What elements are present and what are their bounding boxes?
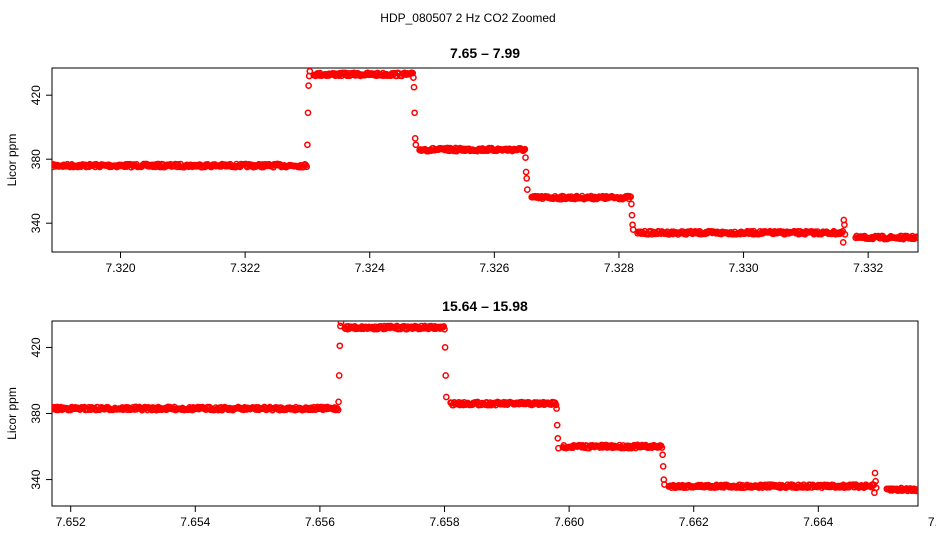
page-title: HDP_080507 2 Hz CO2 Zoomed [380, 11, 555, 25]
panel-title: 7.65 – 7.99 [450, 45, 520, 61]
data-point [335, 372, 343, 379]
data-point [841, 231, 849, 238]
panel-1: 7.65 – 7.99 Licor ppm 7.320 7.322 7.324 7.326… [5, 45, 919, 275]
data-point [522, 168, 530, 176]
y-axis-label: Licor ppm [5, 134, 19, 187]
data-point [914, 234, 918, 242]
data-points [52, 321, 918, 497]
x-tick-label: 7.322 [230, 261, 260, 275]
data-point [627, 193, 635, 201]
data-point [555, 444, 562, 452]
panel-title: 15.64 – 15.98 [442, 298, 528, 314]
data-point [410, 83, 418, 91]
data-point [554, 434, 562, 442]
data-point [304, 109, 312, 117]
x-tick-label: 7.652 [56, 515, 86, 529]
plot-frame [51, 67, 919, 253]
data-point [442, 393, 450, 401]
data-point [913, 487, 918, 495]
x-tick-label: 7.666 [928, 515, 936, 529]
data-point [441, 344, 449, 351]
data-point [336, 342, 344, 350]
data-point [334, 406, 342, 414]
data-point [658, 444, 666, 451]
y-tick-label: 340 [29, 213, 43, 233]
data-point [304, 141, 311, 149]
data-point [337, 322, 344, 330]
data-point [442, 372, 450, 379]
data-point [552, 401, 560, 409]
x-tick-label: 7.662 [679, 515, 709, 529]
data-point [520, 146, 528, 154]
plot-frame [51, 320, 919, 507]
data-point [523, 186, 531, 193]
x-tick-label: 7.330 [729, 261, 759, 275]
data-point [659, 451, 666, 459]
data-point [629, 226, 637, 233]
data-point [303, 163, 311, 171]
data-point [523, 175, 531, 182]
data-point [839, 239, 847, 246]
data-point [337, 321, 345, 327]
data-point [913, 233, 918, 241]
data-point [521, 145, 529, 153]
data-point [305, 82, 312, 89]
y-tick-label: 420 [29, 85, 43, 105]
data-point [871, 469, 879, 477]
data-point [412, 141, 420, 149]
data-point [553, 405, 560, 412]
data-point [628, 211, 636, 219]
data-point [872, 484, 880, 492]
x-tick-label: 7.324 [355, 261, 385, 275]
y-axis-label: Licor ppm [5, 387, 19, 440]
data-point [553, 421, 561, 429]
y-tick-label: 420 [29, 337, 43, 357]
data-point [661, 481, 668, 488]
data-point [659, 463, 667, 470]
x-tick-label: 7.664 [803, 515, 833, 529]
data-point [914, 486, 918, 493]
data-point [841, 221, 848, 229]
data-point [411, 109, 418, 117]
data-point [411, 135, 419, 142]
data-point [872, 477, 879, 485]
data-point [440, 323, 448, 330]
y-tick-label: 380 [29, 149, 43, 169]
x-tick-label: 7.658 [429, 515, 459, 529]
data-points [52, 68, 918, 246]
x-tick-label: 7.656 [305, 515, 335, 529]
data-point [441, 325, 448, 333]
x-tick-label: 7.320 [106, 261, 136, 275]
x-tick-label: 7.660 [554, 515, 584, 529]
data-point [306, 68, 314, 75]
y-tick-label: 380 [29, 403, 43, 423]
panel-2: 15.64 – 15.98 Licor ppm 7.652 7.654 7.656 7.6… [5, 298, 936, 529]
x-tick-label: 7.332 [853, 261, 883, 275]
x-tick-label: 7.328 [604, 261, 634, 275]
data-point [410, 74, 417, 81]
x-tick-label: 7.654 [180, 515, 210, 529]
data-point [522, 154, 529, 161]
x-tick-label: 7.326 [479, 261, 509, 275]
y-tick-label: 340 [29, 469, 43, 489]
data-point [628, 200, 635, 208]
data-point [335, 398, 342, 406]
